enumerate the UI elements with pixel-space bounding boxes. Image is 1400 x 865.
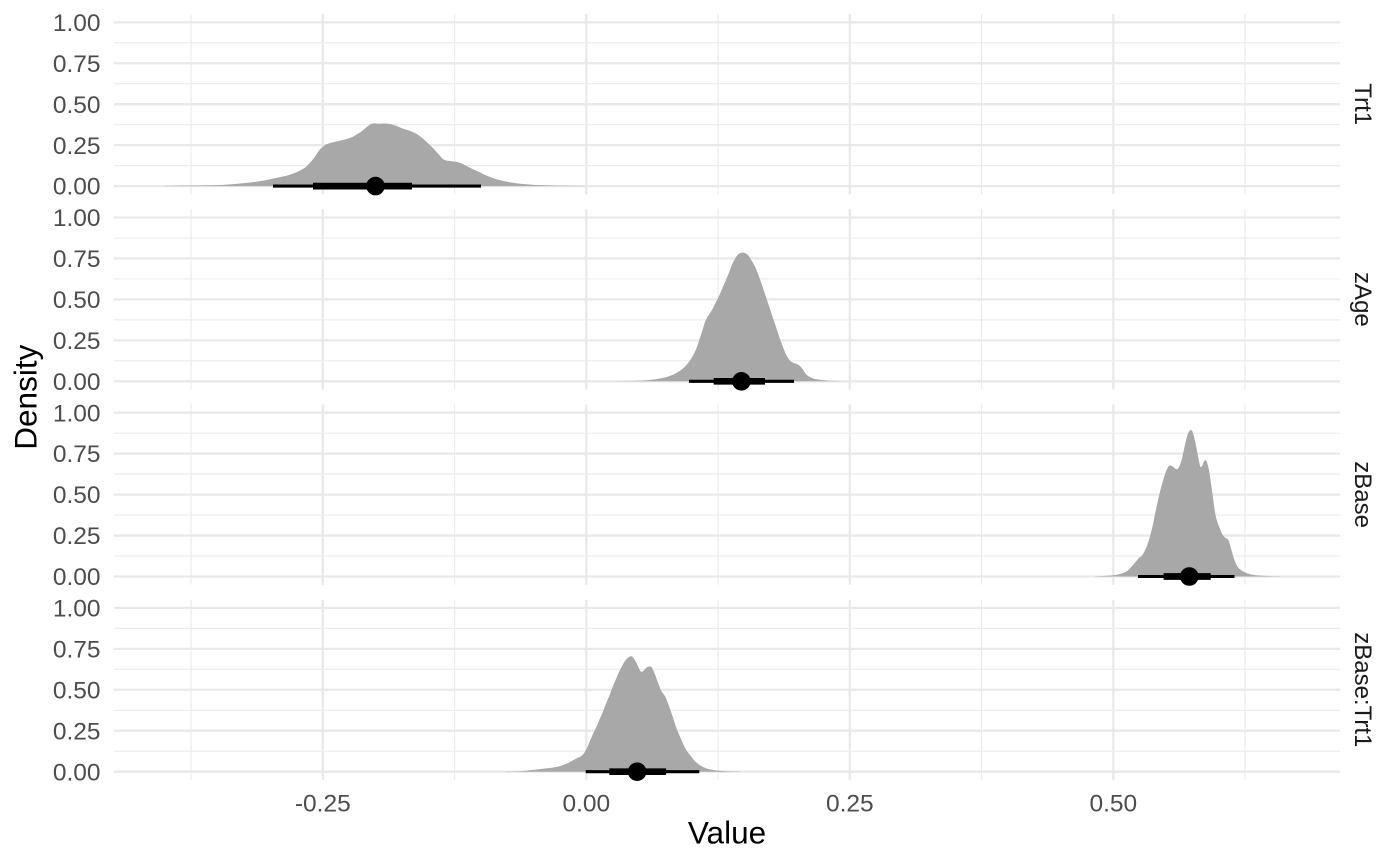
svg-text:0.25: 0.25 [53,328,101,355]
svg-text:1.00: 1.00 [53,10,101,37]
svg-text:zBase: zBase [1349,461,1376,528]
svg-text:Trt1: Trt1 [1349,83,1376,125]
svg-text:0.00: 0.00 [53,759,101,786]
svg-text:0.00: 0.00 [53,564,101,591]
svg-text:0.75: 0.75 [53,637,101,664]
svg-text:0.50: 0.50 [53,482,101,509]
svg-text:0.00: 0.00 [53,369,101,396]
svg-text:0.75: 0.75 [53,51,101,78]
svg-text:0.25: 0.25 [53,523,101,550]
svg-text:1.00: 1.00 [53,205,101,232]
svg-text:0.50: 0.50 [53,92,101,119]
svg-text:Value: Value [688,815,766,851]
svg-text:0.50: 0.50 [53,287,101,314]
svg-text:0.25: 0.25 [53,718,101,745]
svg-text:0.75: 0.75 [53,441,101,468]
svg-text:-0.25: -0.25 [295,791,351,818]
svg-text:0.25: 0.25 [53,133,101,160]
svg-text:zAge: zAge [1349,272,1376,327]
svg-text:0.75: 0.75 [53,246,101,273]
svg-text:0.00: 0.00 [53,174,101,201]
svg-text:0.25: 0.25 [826,791,874,818]
svg-text:0.50: 0.50 [53,677,101,704]
svg-text:1.00: 1.00 [53,596,101,623]
svg-text:1.00: 1.00 [53,400,101,427]
svg-text:zBase:Trt1: zBase:Trt1 [1349,632,1376,747]
svg-text:0.00: 0.00 [562,791,610,818]
svg-text:Density: Density [7,344,43,449]
svg-text:0.50: 0.50 [1089,791,1137,818]
